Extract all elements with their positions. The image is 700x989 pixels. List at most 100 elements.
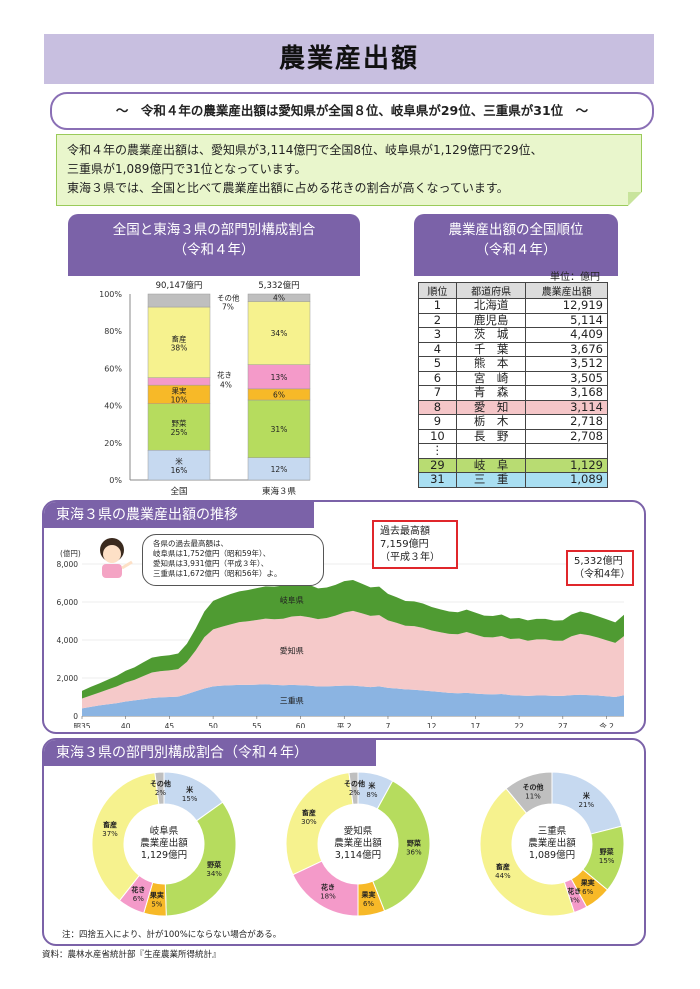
ranking-cell-rank: 7 xyxy=(418,385,457,401)
ranking-cell-value: 5,114 xyxy=(525,312,608,328)
ranking-title: 農業産出額の全国順位 xyxy=(448,222,584,238)
ranking-cell-pref: 栃 木 xyxy=(455,414,527,430)
bar-data-label: 12% xyxy=(271,465,288,474)
composition-section-head: 全国と東海３県の部門別構成割合 （令和４年） xyxy=(68,214,360,276)
ranking-cell-pref: 千 葉 xyxy=(455,341,527,357)
trend-x-tick-label: 60 xyxy=(296,722,306,728)
bar-segment xyxy=(247,364,311,390)
ranking-cell-rank: 5 xyxy=(418,356,457,372)
trend-x-tick-label: 40 xyxy=(121,722,131,728)
ranking-header-rank: 順位 xyxy=(418,282,457,299)
speech-line-1: 各県の過去最高額は、 xyxy=(153,539,228,548)
trend-x-tick-label: 平.2 xyxy=(337,722,352,728)
pie-slice-value: 2% xyxy=(349,789,360,797)
pie-slice-label: 米 xyxy=(367,781,376,790)
trend-series-label: 愛知県 xyxy=(280,646,304,656)
pie-slice-value: 30% xyxy=(301,818,317,826)
trend-x-tick-label: 7 xyxy=(386,722,391,728)
bar-data-label: 38% xyxy=(171,343,188,352)
pies-section-title: 東海３県の部門別構成割合（令和４年） xyxy=(44,740,376,766)
ranking-cell-value xyxy=(525,443,608,459)
trend-y-label: (億円) xyxy=(60,548,81,558)
rounding-note: 注：四捨五入により、計が100%にならない場合がある。 xyxy=(62,930,282,940)
ranking-cell-pref: 三 重 xyxy=(455,472,527,488)
trend-x-tick-label: 12 xyxy=(427,722,437,728)
ranking-cell-value: 3,505 xyxy=(525,370,608,386)
pie-slice-value: 34% xyxy=(206,870,222,878)
ranking-row: 29 岐 阜 1,129 xyxy=(418,457,608,473)
pie-slice-label: 果実 xyxy=(361,890,375,899)
bar-data-label: 34% xyxy=(271,329,288,338)
ranking-cell-rank: 4 xyxy=(418,341,457,357)
bar-segment xyxy=(247,399,311,458)
pie-slice xyxy=(154,771,165,805)
pie-center-label: 農業産出額 xyxy=(140,837,188,849)
pie-slice-value: 3% xyxy=(569,896,580,904)
pie-slice-label: 畜産 xyxy=(302,808,316,817)
ranking-cell-value: 1,089 xyxy=(525,472,608,488)
ranking-cell-rank: 29 xyxy=(418,457,457,473)
pie-slice-label: 花き xyxy=(567,886,581,895)
ranking-cell-value: 12,919 xyxy=(525,298,608,314)
subtitle-box: ～ 令和４年の農業産出額は愛知県が全国８位、岐阜県が29位、三重県が31位 ～ xyxy=(50,92,654,130)
ranking-cell-rank: 6 xyxy=(418,370,457,386)
pie-center-label: 1,129億円 xyxy=(141,849,187,861)
pie-slice-value: 18% xyxy=(320,892,336,900)
mascot-icon xyxy=(100,538,133,578)
trend-series-label: 三重県 xyxy=(280,695,304,705)
trend-x-tick-label: 17 xyxy=(471,722,481,728)
bar-side-label-other: その他 xyxy=(217,293,240,303)
ranking-subtitle: （令和４年） xyxy=(475,242,557,258)
pie-slice-label: その他 xyxy=(523,782,544,791)
pie-slice-value: 8% xyxy=(366,791,377,799)
pie-slice-value: 44% xyxy=(495,872,511,880)
pie-slice-label: 野菜 xyxy=(407,839,422,848)
ranking-cell-pref: 鹿児島 xyxy=(455,312,527,328)
bar-data-label: 10% xyxy=(171,395,188,404)
trend-x-tick-label: 22 xyxy=(514,722,524,728)
bar-segment xyxy=(147,403,211,451)
pie-slice xyxy=(164,801,237,917)
pie-slice-label: その他 xyxy=(344,779,365,788)
trend-x-tick-label: 45 xyxy=(165,722,175,728)
ranking-cell-value: 3,168 xyxy=(525,385,608,401)
page-title-bar: 農業産出額 xyxy=(44,34,654,84)
pie-center-label: 1,089億円 xyxy=(529,849,575,861)
ranking-header-value: 農業産出額 xyxy=(525,282,608,299)
ranking-header-row: 順位 都道府県 農業産出額 xyxy=(418,282,608,299)
pie-charts: 米15%野菜34%果実5%花き6%畜産37%その他2%岐阜県農業産出額1,129… xyxy=(91,771,625,917)
pie-slice-label: 畜産 xyxy=(496,862,510,871)
bar-segment xyxy=(247,293,311,302)
bar-y-tick-label: 20% xyxy=(104,439,122,448)
pie-slice xyxy=(348,771,359,805)
pie-slice xyxy=(285,772,354,876)
pie-slice-label: 果実 xyxy=(150,891,164,900)
bar-segment xyxy=(147,306,211,378)
source-note: 資料：農林水産省統計部『生産農業所得統計』 xyxy=(42,950,221,960)
bar-y-tick-label: 0% xyxy=(109,476,122,485)
ranking-row: ⋮ xyxy=(418,443,608,459)
pie-slice-value: 6% xyxy=(582,888,593,896)
bar-category-label: 全国 xyxy=(170,486,187,497)
bar-side-value-flowers: 4% xyxy=(220,380,232,389)
pie-slice-label: 畜産 xyxy=(103,820,117,829)
bar-total-label: 5,332億円 xyxy=(258,280,299,291)
ranking-cell-rank: 10 xyxy=(418,428,457,444)
bar-y-tick-label: 60% xyxy=(104,364,122,373)
ranking-cell-value: 3,512 xyxy=(525,356,608,372)
bar-segment-name: 野菜 xyxy=(172,418,187,428)
pie-slice-label: 野菜 xyxy=(600,847,615,856)
subtitle: ～ 令和４年の農業産出額は愛知県が全国８位、岐阜県が29位、三重県が31位 ～ xyxy=(115,103,589,118)
pie-center-label: 農業産出額 xyxy=(528,837,576,849)
pie-marks: 米15%野菜34%果実5%花き6%畜産37%その他2%岐阜県農業産出額1,129… xyxy=(91,771,625,917)
pie-slice-value: 6% xyxy=(133,895,144,903)
ranking-row: 2 鹿児島 5,114 xyxy=(418,312,608,328)
ranking-cell-value: 2,718 xyxy=(525,414,608,430)
peak-line-3: （平成３年） xyxy=(380,552,440,563)
ranking-cell-value: 1,129 xyxy=(525,457,608,473)
